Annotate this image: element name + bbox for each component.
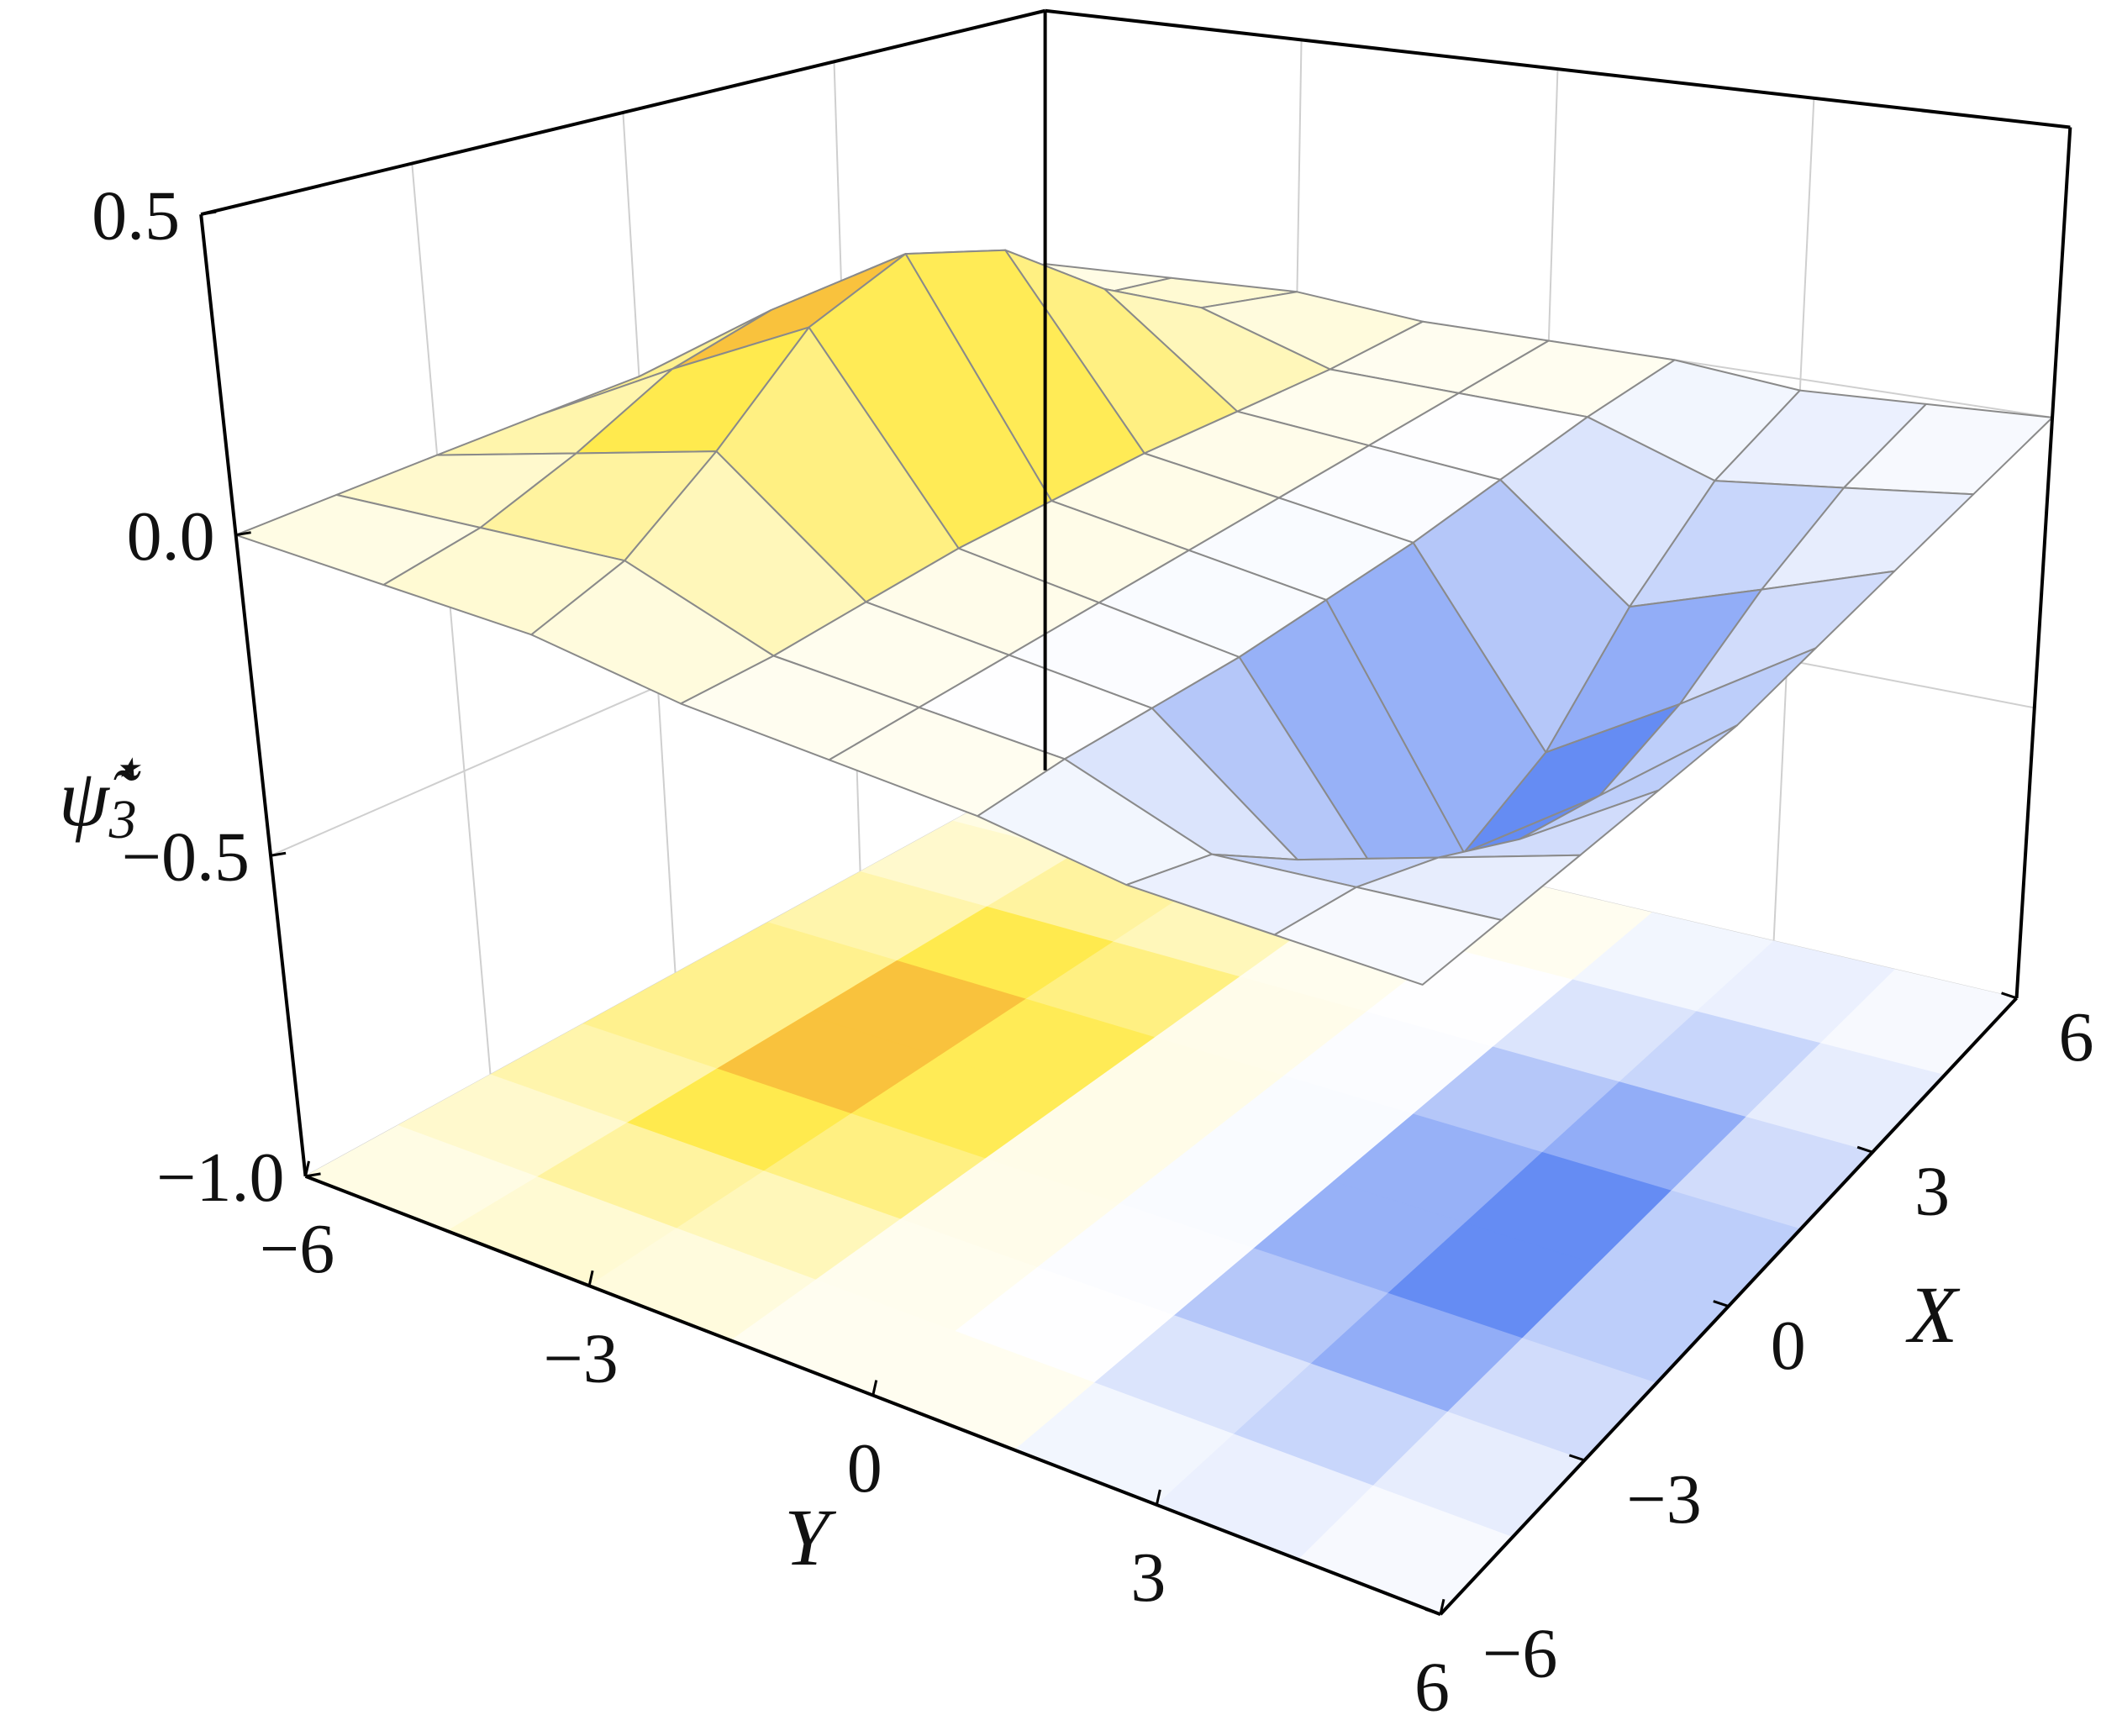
z-tick — [235, 531, 251, 537]
box-edge — [199, 213, 308, 1177]
surface — [234, 249, 2054, 986]
x-tick — [1568, 1454, 1585, 1462]
z-tick — [305, 1172, 321, 1178]
y-tick — [871, 1380, 878, 1396]
z-tick-label: 0.0 — [127, 497, 215, 576]
x-axis-title: X — [1905, 1270, 1961, 1360]
box-edge — [2014, 127, 2072, 998]
z-axis-title: ψ̃3⋆ — [59, 737, 143, 850]
y-tick-label: 0 — [847, 1429, 882, 1507]
z-subscript: 3 — [108, 789, 137, 850]
y-axis-title: Y — [784, 1492, 836, 1582]
box-edge — [200, 8, 1046, 217]
y-tick — [1155, 1489, 1161, 1506]
y-tick — [304, 1160, 310, 1177]
y-tick-label: 6 — [1414, 1649, 1450, 1727]
x-tick-label: 0 — [1771, 1307, 1806, 1385]
z-tick-label: 0.5 — [92, 176, 180, 255]
grid-line — [411, 163, 492, 1076]
y-tick-label: −3 — [543, 1319, 618, 1397]
x-tick-label: 6 — [2059, 998, 2094, 1076]
box — [199, 8, 2072, 1617]
z-tick-label: −0.5 — [122, 818, 250, 897]
box-edge — [1045, 8, 2071, 129]
grid-line — [200, 9, 2071, 216]
y-tick-label: 3 — [1130, 1539, 1166, 1617]
x-tick — [2001, 992, 2018, 1000]
contour-floor — [304, 770, 2018, 1615]
z-tick-label: −1.0 — [156, 1139, 284, 1217]
y-tick — [1439, 1598, 1445, 1615]
surface-cell — [1273, 886, 1503, 986]
y-tick-label: −6 — [260, 1210, 334, 1288]
z-tick — [270, 851, 287, 857]
y-tick — [587, 1270, 594, 1286]
x-tick-label: −3 — [1626, 1460, 1701, 1539]
x-tick — [1856, 1145, 1873, 1154]
x-tick — [1713, 1300, 1730, 1307]
x-tick-label: 3 — [1914, 1152, 1950, 1230]
z-superscript: ⋆ — [108, 737, 143, 798]
box-edge — [304, 1175, 1441, 1617]
labels: Y X ψ̃3⋆ −1.0 −0.5 0.0 0.5 −6 −3 0 3 6 −6 −3 0 3 6 — [59, 176, 2094, 1726]
z-tick — [200, 210, 217, 216]
x-tick-label: −6 — [1482, 1615, 1557, 1693]
x-tick — [1424, 1607, 1441, 1616]
